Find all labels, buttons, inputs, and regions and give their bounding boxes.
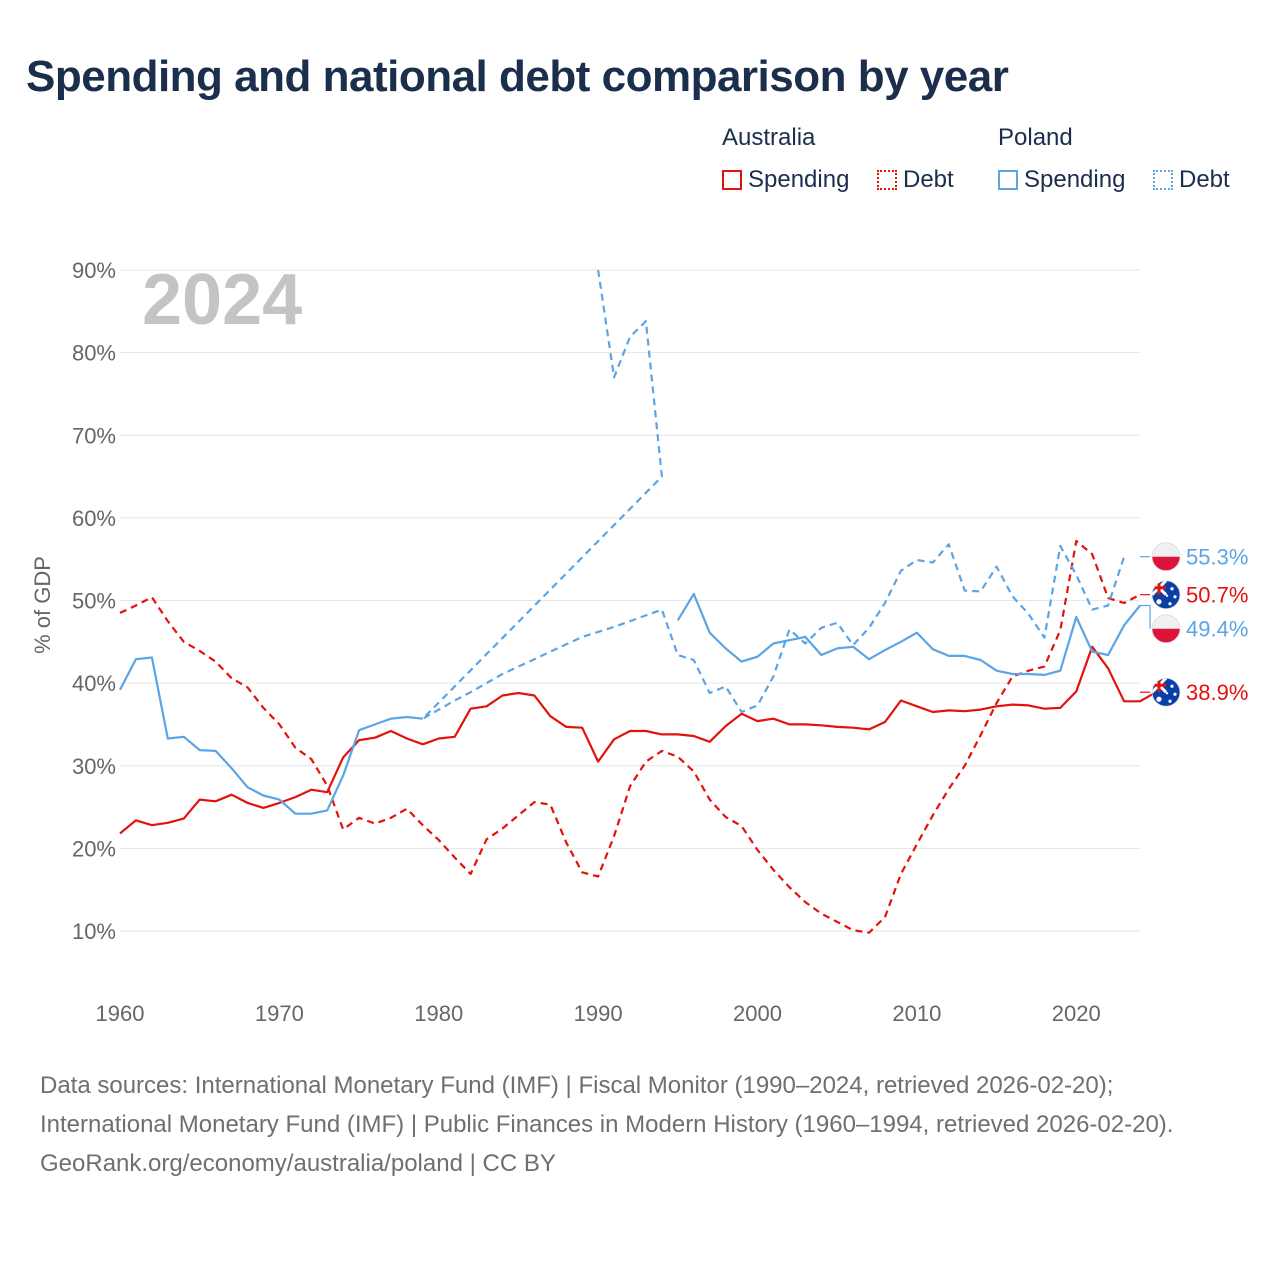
legend-australia-debt[interactable]: Debt <box>877 166 954 194</box>
series-line-poland-spending[interactable] <box>119 656 423 815</box>
credit-link[interactable]: GeoRank.org/economy/australia/poland | C… <box>40 1150 556 1177</box>
y-tick-label: 80% <box>72 341 116 366</box>
dotted-line-swatch-icon <box>877 170 897 190</box>
x-tick-label: 2000 <box>733 1001 782 1026</box>
legend-label: Spending <box>748 166 850 193</box>
flag-outline <box>1151 580 1181 610</box>
y-tick-label: 70% <box>72 423 116 448</box>
x-tick-label: 1970 <box>255 1001 304 1026</box>
australia-flag-icon <box>1152 678 1180 707</box>
footer: Data sources: International Monetary Fun… <box>40 1066 1240 1183</box>
series-line-australia-spending[interactable] <box>119 645 1157 835</box>
flag-outline <box>1151 677 1181 707</box>
y-tick-label: 90% <box>72 258 116 283</box>
x-tick-label: 1960 <box>96 1001 145 1026</box>
australia-flag-icon <box>1152 580 1180 609</box>
legend-label: Spending <box>1024 166 1126 193</box>
y-tick-label: 30% <box>72 754 116 779</box>
flag-outline <box>1151 614 1181 644</box>
flag-outline <box>1151 542 1181 572</box>
legend-country-australia: Australia <box>722 124 816 151</box>
series-line-poland-debt[interactable] <box>421 269 1126 720</box>
end-value-label: 55.3% <box>1186 545 1248 570</box>
end-value-label: 50.7% <box>1186 583 1248 608</box>
y-tick-label: 10% <box>72 919 116 944</box>
line-chart: 10% 20% 30% 40% 50% 60% 70% 80% 90% 1960 1970 1980… <box>30 258 1248 1026</box>
x-tick-label: 1990 <box>574 1001 623 1026</box>
series-line-poland-spending[interactable] <box>676 592 1141 677</box>
legend-label: Debt <box>903 166 954 193</box>
legend-country-poland: Poland <box>998 124 1073 151</box>
end-markers: 55.3% 50.7% 49.4% 38.9% <box>1140 542 1248 707</box>
x-tick-label: 2020 <box>1052 1001 1101 1026</box>
legend-australia-spending[interactable]: Spending <box>722 166 849 194</box>
y-tick-label: 20% <box>72 836 116 861</box>
legend-label: Debt <box>1179 166 1230 193</box>
end-value-label: 49.4% <box>1186 617 1248 642</box>
grid <box>120 269 1140 932</box>
dotted-line-swatch-icon <box>1153 170 1173 190</box>
y-tick-label: 40% <box>72 671 116 696</box>
y-tick-label: 50% <box>72 589 116 614</box>
solid-line-swatch-icon <box>722 170 742 190</box>
x-tick-label: 2010 <box>892 1001 941 1026</box>
legend-poland-spending[interactable]: Spending <box>998 166 1125 194</box>
data-sources: Data sources: International Monetary Fun… <box>40 1072 1174 1138</box>
legend-poland-debt[interactable]: Debt <box>1153 166 1230 194</box>
end-leader-line <box>1140 604 1151 629</box>
series-line-australia-debt[interactable] <box>119 539 1141 934</box>
solid-line-swatch-icon <box>998 170 1018 190</box>
y-axis-title: % of GDP <box>30 556 55 654</box>
end-value-label: 38.9% <box>1186 680 1248 705</box>
x-tick-label: 1980 <box>414 1001 463 1026</box>
x-axis: 1960 1970 1980 1990 2000 2010 2020 <box>96 1001 1101 1026</box>
y-axis: 10% 20% 30% 40% 50% 60% 70% 80% 90% <box>72 258 116 944</box>
chart-title: Spending and national debt comparison by… <box>26 52 1009 101</box>
year-watermark: 2024 <box>142 260 302 340</box>
series-lines <box>119 269 1157 934</box>
y-tick-label: 60% <box>72 506 116 531</box>
poland-flag-icon <box>1152 614 1180 643</box>
poland-flag-icon <box>1152 542 1180 571</box>
